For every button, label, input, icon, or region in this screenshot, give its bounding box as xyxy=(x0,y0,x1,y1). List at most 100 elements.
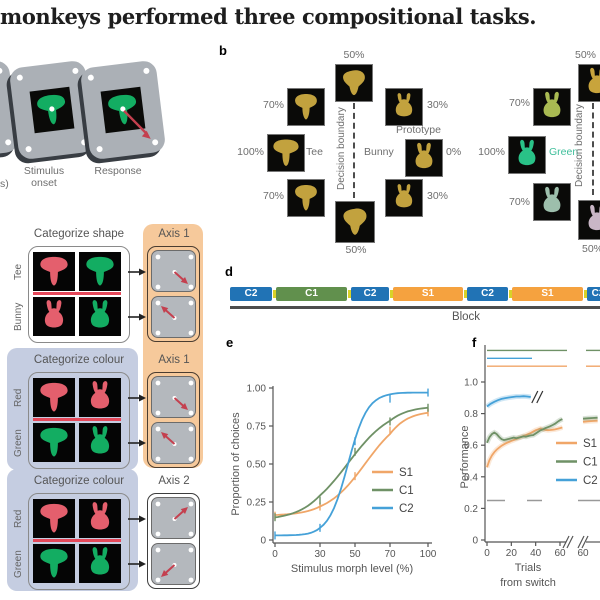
f-legend-label: S1 xyxy=(583,438,597,450)
task-block-s1: S1 xyxy=(512,287,583,301)
morph-percent-label: 0% xyxy=(446,146,462,158)
tee-category-label: Tee xyxy=(306,146,323,158)
category-divider-line xyxy=(33,418,121,421)
category-group-title: Categorize colour xyxy=(33,475,125,487)
morph-percent-label: 50% xyxy=(575,49,597,61)
morph-stimulus-box xyxy=(578,64,600,102)
morph-stimulus-box xyxy=(385,88,423,126)
category-divider-line xyxy=(33,539,121,542)
f-x-tick-label: 20 xyxy=(506,548,518,559)
f-y-tick-label: 0 xyxy=(472,536,478,547)
saccade-screen xyxy=(151,422,196,464)
stimulus-cell-bunny-green xyxy=(79,544,121,583)
decision-boundary-label: Decision boundary xyxy=(574,104,585,188)
tee-shape-icon xyxy=(40,256,68,286)
f-x-axis-title: Trials xyxy=(515,562,542,574)
fixation-target-dot xyxy=(16,74,24,82)
morph-percent-label: 70% xyxy=(508,196,530,208)
green-category-label: Green xyxy=(549,146,579,158)
psychometric-chart: 0 0.25 0.50 0.75 1.00 0 30 50 70 100 Stimulus morp… xyxy=(230,384,437,576)
bunny-shape-icon xyxy=(90,502,110,530)
morph-shape-icon xyxy=(295,184,317,211)
axis-title: Axis 1 xyxy=(158,354,190,366)
tee-shape-icon xyxy=(40,427,68,457)
panel-d-letter: d xyxy=(225,264,233,279)
mapping-arrow-icon xyxy=(128,439,146,447)
panel-b-letter: b xyxy=(219,43,227,58)
morph-shape-icon xyxy=(543,91,561,118)
stimulus-screen xyxy=(29,86,75,134)
response-arrow-icon xyxy=(123,110,151,139)
performance-chart: 0 0.2 0.4 0.6 0.8 1.0 0 20 40 60 60 Trials from swit… xyxy=(460,345,600,589)
f-x-axis-title: from switch xyxy=(500,577,556,589)
fixation-target-dot xyxy=(25,145,32,153)
morph-stimulus-box xyxy=(405,139,443,177)
e-x-axis-title: Stimulus morph level (%) xyxy=(291,563,413,575)
category-divider-line xyxy=(33,292,121,295)
f-y-tick-label: 0.8 xyxy=(464,409,478,420)
bunny-shape-icon xyxy=(90,300,110,328)
decision-boundary-line xyxy=(592,103,594,195)
e-x-tick-label: 0 xyxy=(272,549,278,560)
f-curve-break xyxy=(531,390,539,404)
f-y-tick-label: 0.4 xyxy=(464,472,478,483)
e-x-tick-label: 50 xyxy=(349,549,361,560)
task-block-c2: C2 xyxy=(467,287,508,301)
stimulus-cell-bunny-red xyxy=(79,378,121,417)
morph-percent-label: 50% xyxy=(345,244,367,256)
f-legend-label: C2 xyxy=(583,475,598,487)
e-legend-label: C2 xyxy=(399,503,414,515)
e-x-tick-label: 100 xyxy=(420,549,437,560)
f-curve-post-C1 xyxy=(582,416,598,420)
f-axis-break xyxy=(577,535,585,549)
trial-panel xyxy=(79,59,167,161)
saccade-arrow-icon xyxy=(155,300,194,336)
saccade-arrow-icon xyxy=(155,380,194,416)
f-x-tick-label: 60 xyxy=(577,548,589,559)
bunny-shape-icon xyxy=(90,426,110,454)
row-label-green: Green xyxy=(13,429,24,457)
mapping-arrow-icon xyxy=(128,560,146,568)
saccade-screen xyxy=(151,376,196,418)
morph-stimulus-box xyxy=(533,88,571,126)
trial-panel xyxy=(8,59,96,161)
f-y-tick-label: 1.0 xyxy=(464,378,478,389)
mapping-arrow-icon xyxy=(128,313,146,321)
task-block-c2: C2 xyxy=(587,287,600,301)
stimulus-cell-bunny-green xyxy=(79,297,121,336)
axis-title: Axis 2 xyxy=(158,475,190,487)
stimulus-cell-tee-green xyxy=(33,544,75,583)
e-curve-C1 xyxy=(274,406,429,519)
morph-percent-label: 30% xyxy=(427,99,449,111)
tee-shape-icon xyxy=(40,503,68,533)
saccade-screen xyxy=(151,497,196,539)
response-label: Response xyxy=(94,165,142,177)
f-y-tick-label: 0.6 xyxy=(464,441,478,452)
fixation-target-dot xyxy=(72,67,79,75)
task-block-c2: C2 xyxy=(351,287,389,301)
tee-stimulus-icon xyxy=(37,94,66,125)
row-label-red: Red xyxy=(13,509,24,529)
tee-stimulus-icon xyxy=(108,94,137,125)
axis-response-box xyxy=(147,372,200,468)
morph-shape-icon xyxy=(395,93,413,117)
morph-stimulus-box xyxy=(508,136,546,174)
mapping-arrow-icon xyxy=(128,394,146,402)
bunny-shape-icon xyxy=(90,381,110,409)
block-connector xyxy=(389,290,394,298)
morph-percent-label: 50% xyxy=(582,243,600,255)
block-connector xyxy=(347,290,352,298)
block-connector xyxy=(508,290,513,298)
morph-stimulus-box xyxy=(578,200,600,240)
bunny-category-label: Bunny xyxy=(364,146,394,158)
decision-boundary-label: Decision boundary xyxy=(336,107,347,191)
morph-shape-icon xyxy=(518,139,536,166)
axis-response-box xyxy=(147,246,200,342)
morph-stimulus-box xyxy=(385,179,423,217)
f-curve-break xyxy=(536,390,544,404)
prototype-label: Prototype xyxy=(396,124,441,136)
panel-e-letter: e xyxy=(226,335,234,350)
morph-stimulus-box xyxy=(335,201,375,243)
category-group-title: Categorize colour xyxy=(33,354,125,366)
morph-percent-label: 70% xyxy=(262,190,284,202)
